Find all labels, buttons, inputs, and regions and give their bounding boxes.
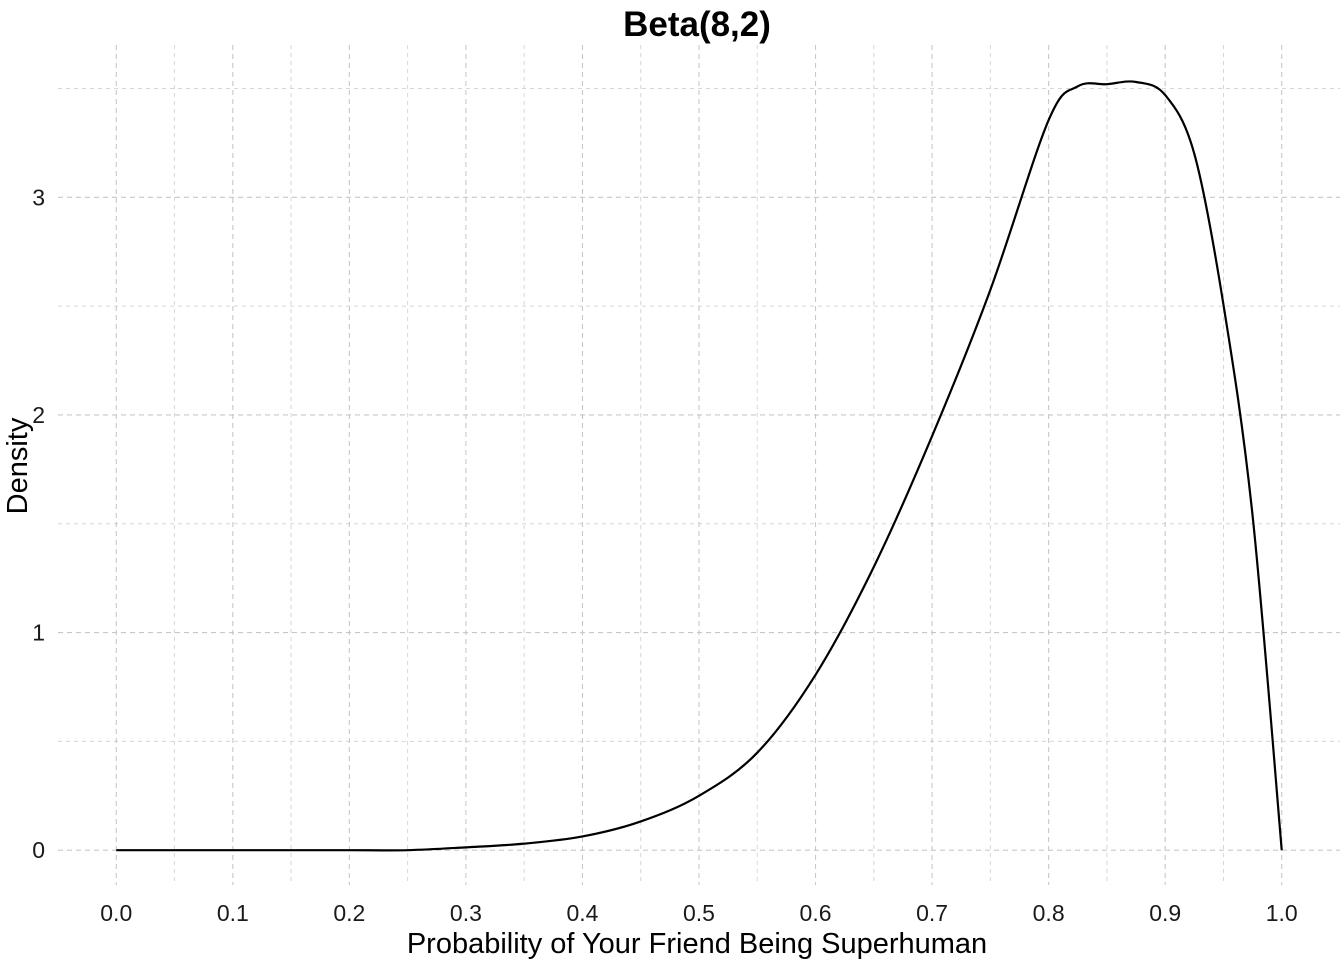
x-tick-label: 0.9: [1149, 900, 1181, 926]
density-curve: [116, 80, 1283, 852]
x-axis-title: Probability of Your Friend Being Superhu…: [407, 928, 987, 960]
x-tick-label: 0.8: [1033, 900, 1065, 926]
x-tick-label: 0.3: [450, 900, 482, 926]
line-layer: [116, 80, 1283, 852]
grid-layer: [58, 45, 1340, 885]
x-tick-label: 0.0: [100, 900, 132, 926]
x-tick-labels: 0.0 0.1 0.2 0.3 0.4 0.5 0.6 0.7 0.8 0.9 1.0: [100, 900, 1297, 926]
y-axis-title: Density: [2, 417, 34, 514]
x-tick-label: 1.0: [1266, 900, 1298, 926]
x-tick-label: 0.2: [333, 900, 365, 926]
chart-title: Beta(8,2): [623, 5, 771, 44]
x-tick-label: 0.5: [683, 900, 715, 926]
y-tick-label: 1: [32, 620, 45, 646]
x-tick-label: 0.7: [916, 900, 948, 926]
x-tick-label: 0.6: [800, 900, 832, 926]
x-tick-label: 0.1: [217, 900, 249, 926]
x-tick-label: 0.4: [566, 900, 598, 926]
y-tick-label: 3: [32, 184, 45, 210]
y-tick-label: 0: [32, 837, 45, 863]
y-tick-labels: 0 1 2 3: [32, 184, 45, 863]
y-tick-label: 2: [32, 402, 45, 428]
